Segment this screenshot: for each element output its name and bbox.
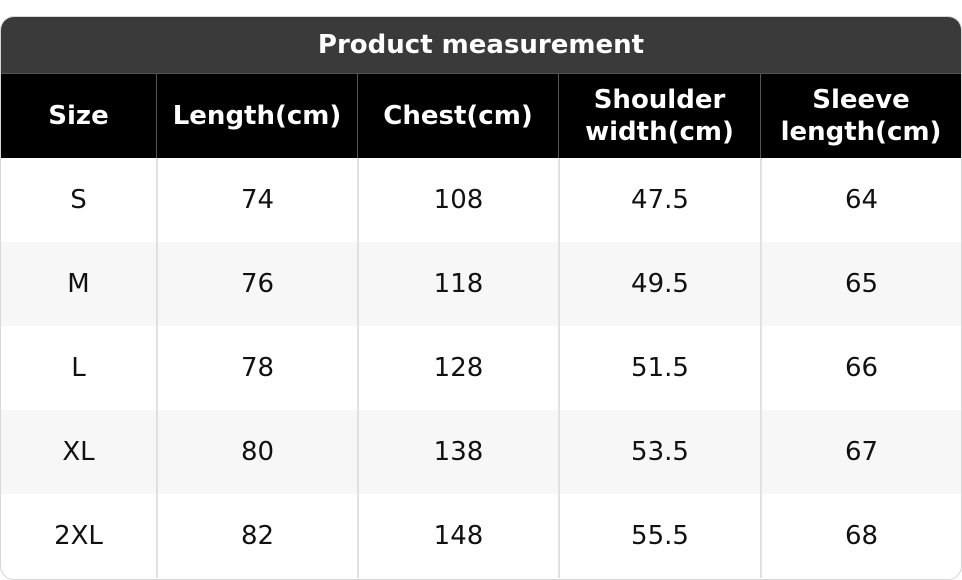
data-cell: 53.5 xyxy=(558,410,760,494)
data-cell: L xyxy=(71,353,86,383)
data-cell: 138 xyxy=(357,410,558,494)
data-cell: 2XL xyxy=(54,521,103,551)
data-cell: M xyxy=(1,242,156,326)
measurement-table: Product measurement Size Length(cm) Chest(… xyxy=(0,16,962,580)
table-grid: Size Length(cm) Chest(cm) Shoulder width(cm… xyxy=(1,73,961,578)
data-cell: 78 xyxy=(156,326,357,410)
data-cell: S xyxy=(70,185,87,215)
data-cell: 108 xyxy=(357,158,558,242)
header-cell: Shoulder width(cm) xyxy=(558,73,760,158)
data-cell: 55.5 xyxy=(558,494,760,578)
table-title: Product measurement xyxy=(1,17,961,73)
data-cell: 67 xyxy=(760,410,961,494)
data-cell: 49.5 xyxy=(558,242,760,326)
data-cell: 82 xyxy=(156,494,357,578)
header-cell: Size xyxy=(1,73,156,158)
data-cell: 76 xyxy=(156,242,357,326)
data-cell: 66 xyxy=(760,326,961,410)
data-cell: XL xyxy=(1,410,156,494)
data-cell: 80 xyxy=(156,410,357,494)
data-cell: 148 xyxy=(357,494,558,578)
data-cell: 118 xyxy=(357,242,558,326)
data-cell: 68 xyxy=(760,494,961,578)
data-cell: 65 xyxy=(760,242,961,326)
data-cell: 51.5 xyxy=(558,326,760,410)
data-cell: 128 xyxy=(357,326,558,410)
data-cell: 74 xyxy=(156,158,357,242)
data-cell: 47.5 xyxy=(558,158,760,242)
header-cell: Sleeve length(cm) xyxy=(760,73,961,158)
header-cell: Length(cm) xyxy=(156,73,357,158)
data-cell: 64 xyxy=(760,158,961,242)
header-cell: Chest(cm) xyxy=(357,73,558,158)
